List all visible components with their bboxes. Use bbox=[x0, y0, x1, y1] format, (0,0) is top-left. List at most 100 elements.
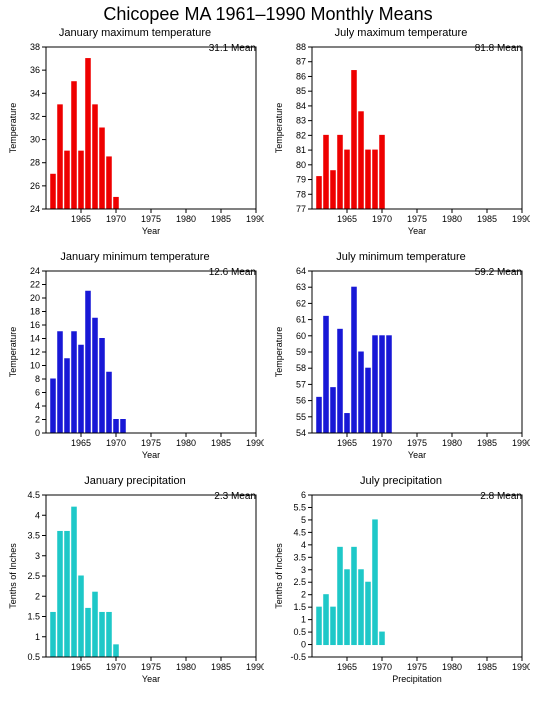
bar bbox=[373, 336, 378, 433]
y-tick-label: 32 bbox=[30, 111, 40, 121]
x-tick-label: 1970 bbox=[106, 214, 126, 224]
x-tick-label: 1985 bbox=[211, 214, 231, 224]
x-tick-label: 1970 bbox=[372, 662, 392, 672]
y-tick-label: 28 bbox=[30, 158, 40, 168]
y-tick-label: 54 bbox=[296, 428, 306, 438]
y-tick-label: 34 bbox=[30, 88, 40, 98]
x-tick-label: 1990 bbox=[246, 662, 264, 672]
bar bbox=[380, 336, 385, 433]
y-tick-label: 62 bbox=[296, 298, 306, 308]
x-tick-label: 1980 bbox=[176, 662, 196, 672]
chart-grid: January maximum temperature31.1 Mean2426… bbox=[0, 27, 536, 697]
x-tick-label: 1990 bbox=[512, 662, 530, 672]
bar bbox=[79, 151, 84, 209]
y-tick-label: 82 bbox=[296, 130, 306, 140]
mean-label: 31.1 Mean bbox=[209, 43, 256, 54]
bar bbox=[100, 339, 105, 434]
x-tick-label: 1965 bbox=[71, 214, 91, 224]
bar bbox=[79, 576, 84, 657]
bar bbox=[72, 82, 77, 209]
y-tick-label: 84 bbox=[296, 101, 306, 111]
bar bbox=[317, 397, 322, 433]
bar bbox=[107, 612, 112, 657]
bar bbox=[331, 171, 336, 209]
y-tick-label: 6 bbox=[301, 490, 306, 500]
bar bbox=[352, 547, 357, 644]
y-tick-label: 4 bbox=[35, 401, 40, 411]
y-tick-label: 4 bbox=[301, 540, 306, 550]
y-axis-label: Temperature bbox=[274, 327, 284, 378]
y-tick-label: 38 bbox=[30, 42, 40, 52]
y-tick-label: 2.5 bbox=[293, 577, 306, 587]
y-tick-label: 0.5 bbox=[293, 627, 306, 637]
y-tick-label: 16 bbox=[30, 320, 40, 330]
y-tick-label: 12 bbox=[30, 347, 40, 357]
y-tick-label: 0 bbox=[35, 428, 40, 438]
bar bbox=[72, 332, 77, 433]
y-tick-label: 24 bbox=[30, 204, 40, 214]
x-tick-label: 1975 bbox=[141, 214, 161, 224]
x-tick-label: 1975 bbox=[141, 438, 161, 448]
x-tick-label: 1965 bbox=[337, 214, 357, 224]
x-tick-label: 1965 bbox=[71, 662, 91, 672]
bar bbox=[51, 379, 56, 433]
bar bbox=[359, 570, 364, 645]
bar bbox=[65, 531, 70, 657]
y-tick-label: 63 bbox=[296, 282, 306, 292]
y-tick-label: 4 bbox=[35, 510, 40, 520]
x-axis-label: Year bbox=[408, 226, 426, 236]
y-tick-label: 1 bbox=[301, 615, 306, 625]
bar bbox=[345, 570, 350, 645]
bar bbox=[345, 414, 350, 433]
chart-title: July maximum temperature bbox=[270, 27, 532, 39]
bar bbox=[352, 71, 357, 209]
bar bbox=[366, 150, 371, 209]
x-tick-label: 1990 bbox=[246, 214, 264, 224]
x-tick-label: 1975 bbox=[407, 214, 427, 224]
bar bbox=[65, 151, 70, 209]
x-tick-label: 1970 bbox=[106, 438, 126, 448]
x-tick-label: 1965 bbox=[337, 438, 357, 448]
x-axis-label: Year bbox=[142, 450, 160, 460]
y-tick-label: 60 bbox=[296, 331, 306, 341]
y-tick-label: 57 bbox=[296, 379, 306, 389]
chart-svg: 2426283032343638196519701975198019851990… bbox=[4, 41, 264, 241]
bar bbox=[107, 157, 112, 209]
bar bbox=[51, 612, 56, 657]
bar bbox=[93, 592, 98, 657]
y-tick-label: 77 bbox=[296, 204, 306, 214]
y-tick-label: 1.5 bbox=[27, 612, 40, 622]
mean-label: 12.6 Mean bbox=[209, 267, 256, 278]
y-axis-label: Temperature bbox=[8, 327, 18, 378]
x-tick-label: 1990 bbox=[512, 214, 530, 224]
y-tick-label: 36 bbox=[30, 65, 40, 75]
y-tick-label: 0 bbox=[301, 640, 306, 650]
x-tick-label: 1965 bbox=[71, 438, 91, 448]
x-tick-label: 1980 bbox=[176, 438, 196, 448]
x-tick-label: 1980 bbox=[442, 662, 462, 672]
mean-label: 59.2 Mean bbox=[475, 267, 522, 278]
y-tick-label: 2.5 bbox=[27, 571, 40, 581]
x-tick-label: 1990 bbox=[512, 438, 530, 448]
bar bbox=[338, 135, 343, 209]
y-tick-label: 88 bbox=[296, 42, 306, 52]
bar bbox=[352, 287, 357, 433]
y-tick-label: -0.5 bbox=[290, 652, 306, 662]
x-tick-label: 1975 bbox=[141, 662, 161, 672]
chart-svg: 7778798081828384858687881965197019751980… bbox=[270, 41, 530, 241]
bar bbox=[86, 59, 91, 209]
y-tick-label: 61 bbox=[296, 315, 306, 325]
bar bbox=[93, 105, 98, 209]
chart-panel-jul-min: July minimum temperature59.2 Mean5455565… bbox=[270, 251, 532, 465]
y-tick-label: 2 bbox=[35, 415, 40, 425]
bar bbox=[121, 420, 126, 434]
chart-panel-jul-max: July maximum temperature81.8 Mean7778798… bbox=[270, 27, 532, 241]
y-tick-label: 59 bbox=[296, 347, 306, 357]
y-tick-label: 87 bbox=[296, 57, 306, 67]
bar bbox=[107, 372, 112, 433]
bar bbox=[359, 352, 364, 433]
y-tick-label: 22 bbox=[30, 280, 40, 290]
bar bbox=[93, 318, 98, 433]
bar bbox=[65, 359, 70, 433]
y-tick-label: 14 bbox=[30, 334, 40, 344]
